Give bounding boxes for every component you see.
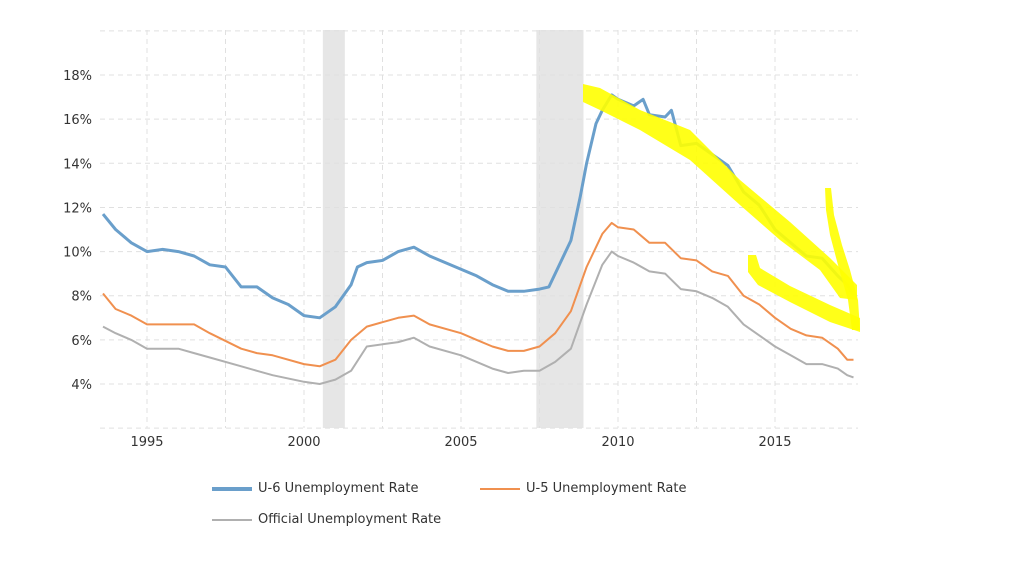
legend-official[interactable]: Official Unemployment Rate: [212, 512, 441, 527]
series-line-0: [101, 93, 855, 320]
y-tick-label: 18%: [63, 69, 92, 84]
yellow-highlighter-marks: [583, 84, 860, 332]
series-line-2: [102, 250, 854, 385]
y-tick-label: 8%: [71, 290, 92, 305]
y-tick-label: 4%: [71, 378, 92, 393]
x-tick-label: 2000: [287, 435, 320, 450]
x-tick-label: 2015: [758, 435, 791, 450]
highlight-right: [825, 188, 860, 330]
legend-label-u6: U-6 Unemployment Rate: [258, 481, 419, 496]
legend-swatch-official: [212, 518, 252, 521]
recession-band: [536, 30, 584, 428]
recession-band: [322, 30, 345, 428]
legend-u6[interactable]: U-6 Unemployment Rate: [212, 481, 418, 496]
y-tick-label: 10%: [63, 246, 92, 261]
y-tick-label: 12%: [63, 201, 92, 216]
legend-swatch-u6: [212, 486, 252, 491]
y-tick-label: 16%: [63, 113, 92, 128]
highlight-upper: [583, 84, 857, 300]
highlight-lower: [748, 255, 860, 332]
legend-u5[interactable]: U-5 Unemployment Rate: [480, 481, 686, 496]
legend-swatch-u5: [480, 487, 520, 490]
x-tick-label: 2005: [444, 435, 477, 450]
x-tick-label: 2010: [601, 435, 634, 450]
x-tick-label: 1995: [130, 435, 163, 450]
y-tick-label: 14%: [63, 157, 92, 172]
series-line-1: [102, 221, 854, 368]
legend-label-official: Official Unemployment Rate: [258, 512, 442, 527]
legend-label-u5: U-5 Unemployment Rate: [526, 481, 687, 496]
y-tick-label: 6%: [71, 334, 92, 349]
